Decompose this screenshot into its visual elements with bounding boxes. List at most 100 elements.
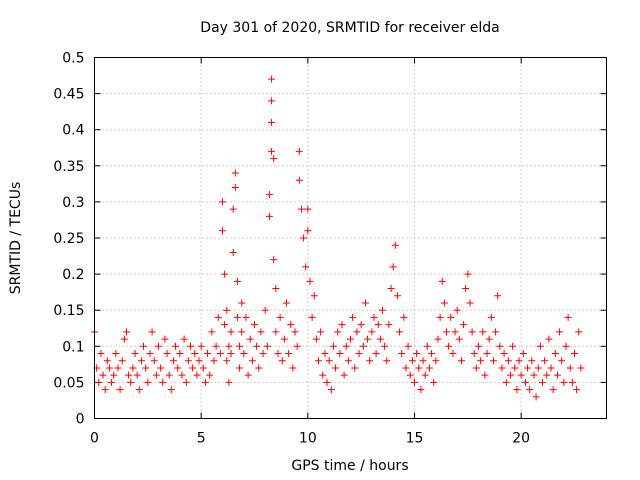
data-point <box>223 306 231 314</box>
data-point <box>543 371 551 379</box>
data-point <box>236 364 244 372</box>
data-point <box>457 357 465 365</box>
data-point <box>507 371 514 379</box>
data-point <box>306 277 314 285</box>
data-point <box>223 357 231 365</box>
data-point <box>268 118 276 126</box>
data-point <box>161 335 169 343</box>
data-point <box>332 364 340 372</box>
data-point <box>475 342 482 350</box>
data-point <box>272 285 280 293</box>
data-point <box>212 342 220 350</box>
data-point <box>353 328 361 336</box>
data-point <box>577 364 585 372</box>
data-point <box>534 364 542 372</box>
data-point <box>127 378 135 386</box>
data-point <box>374 321 382 329</box>
data-point <box>300 234 308 242</box>
data-point <box>321 350 329 358</box>
data-point <box>238 299 246 307</box>
data-point <box>423 342 431 350</box>
data-point <box>517 371 525 379</box>
grid-lines <box>94 57 607 419</box>
data-point <box>447 313 455 321</box>
data-point <box>462 285 470 293</box>
data-point <box>436 313 444 321</box>
data-point <box>231 169 239 177</box>
data-point <box>265 212 273 220</box>
data-point <box>547 364 555 372</box>
data-point <box>575 328 583 336</box>
data-point <box>240 350 248 358</box>
data-point <box>244 371 252 379</box>
data-point <box>381 342 389 350</box>
data-point <box>376 335 384 343</box>
data-point <box>351 364 359 372</box>
data-point <box>184 357 192 365</box>
data-point <box>142 364 150 372</box>
data-point <box>404 342 412 350</box>
data-point <box>379 306 386 314</box>
data-point <box>511 364 519 372</box>
data-point <box>255 364 263 372</box>
data-point <box>549 386 557 394</box>
data-point <box>349 313 357 321</box>
data-point <box>310 292 318 300</box>
data-point <box>526 386 534 394</box>
data-point <box>225 342 233 350</box>
data-point <box>105 364 113 372</box>
data-point <box>515 357 523 365</box>
data-point <box>135 386 143 394</box>
data-point <box>231 183 239 191</box>
data-point <box>492 328 500 336</box>
data-point <box>216 350 224 358</box>
data-point <box>193 371 201 379</box>
data-point <box>440 299 448 307</box>
data-point <box>253 342 261 350</box>
data-point <box>368 328 376 336</box>
data-point <box>468 328 476 336</box>
data-point <box>259 350 267 358</box>
data-point <box>451 328 459 336</box>
data-point <box>560 378 568 386</box>
data-point <box>268 75 276 83</box>
data-point <box>110 371 118 379</box>
data-point <box>329 342 337 350</box>
data-point <box>302 263 310 271</box>
data-point <box>304 205 312 213</box>
data-point <box>402 364 410 372</box>
data-point <box>564 313 572 321</box>
x-tick-label: 5 <box>197 431 206 447</box>
data-point <box>112 350 120 358</box>
data-point <box>248 357 256 365</box>
data-point <box>428 350 436 358</box>
data-point <box>242 313 250 321</box>
data-point <box>485 335 493 343</box>
data-point <box>415 364 423 372</box>
data-point <box>144 378 152 386</box>
data-point <box>470 350 478 358</box>
data-point <box>481 371 489 379</box>
data-point <box>419 357 427 365</box>
data-point <box>101 386 109 394</box>
data-point <box>528 357 536 365</box>
data-point <box>573 386 581 394</box>
data-point <box>496 342 504 350</box>
data-point <box>225 378 233 386</box>
data-point <box>566 364 574 372</box>
data-point <box>206 371 214 379</box>
y-tick-label: 0.2 <box>62 267 84 283</box>
data-point <box>521 378 529 386</box>
data-point <box>308 313 316 321</box>
data-point <box>187 342 194 350</box>
data-point <box>150 357 158 365</box>
data-point <box>125 371 133 379</box>
data-point <box>123 328 130 336</box>
data-point <box>524 364 532 372</box>
data-point <box>129 364 137 372</box>
data-point <box>366 357 374 365</box>
data-points <box>91 75 585 401</box>
data-point <box>287 321 295 329</box>
data-point <box>229 205 237 213</box>
data-point <box>385 321 393 329</box>
